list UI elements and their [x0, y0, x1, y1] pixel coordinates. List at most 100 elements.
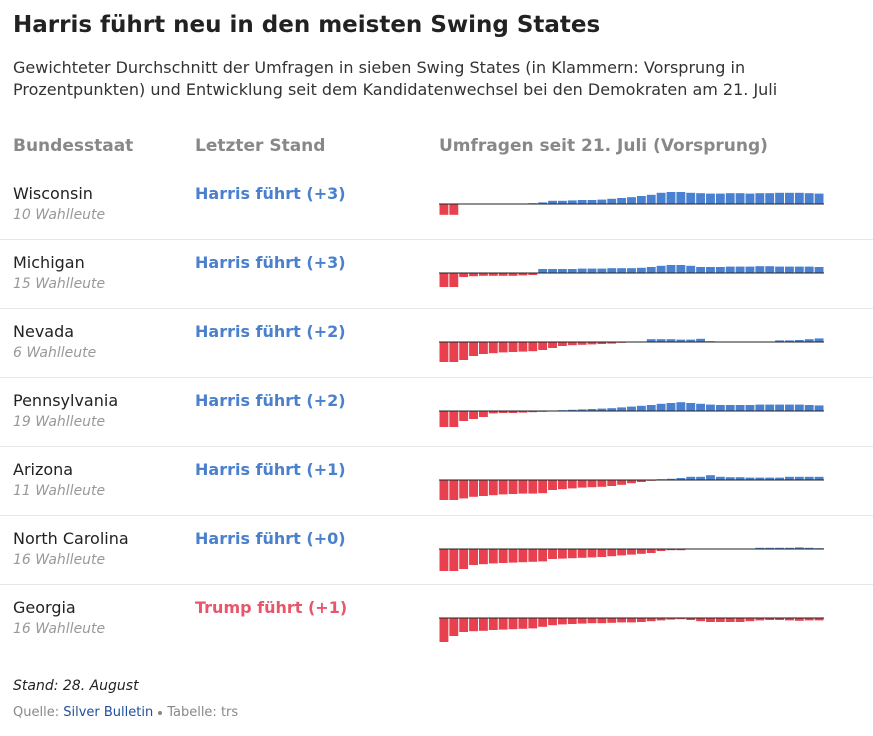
trend-bar: [627, 549, 636, 555]
trend-bar: [636, 405, 646, 411]
trend-bar: [439, 411, 449, 427]
source-link[interactable]: Silver Bulletin: [63, 705, 154, 720]
trend-bar: [508, 618, 518, 630]
table-row: Pennsylvania 19 Wahlleute Harris führt (+2…: [0, 377, 873, 447]
trend-bar: [785, 404, 794, 411]
trend-bar: [557, 549, 567, 559]
trend-bar: [577, 549, 587, 558]
trend-bar: [617, 618, 627, 623]
trend-bar: [449, 618, 459, 636]
trend-bar: [696, 193, 706, 204]
trend-bar: [696, 476, 706, 480]
trend-bar: [745, 405, 755, 411]
trend-bar: [508, 342, 518, 352]
trend-bar: [715, 193, 725, 204]
trend-bar: [607, 268, 617, 273]
trend-bar: [715, 618, 725, 622]
trend-bar: [557, 618, 567, 625]
trend-bar: [617, 407, 627, 411]
trend-bar: [528, 480, 538, 494]
trend-bar: [449, 411, 459, 427]
trend-bar: [686, 265, 696, 273]
trend-bar: [706, 404, 715, 411]
trend-bar: [607, 480, 617, 486]
electors: 6 Wahlleute: [13, 345, 97, 361]
trend-bar: [804, 266, 814, 273]
trend-bar: [557, 269, 567, 273]
trend-bar: [676, 402, 686, 411]
state-name: Pennsylvania: [13, 391, 119, 410]
title: Harris führt neu in den meisten Swing St…: [13, 12, 601, 38]
sparkline: [439, 265, 824, 287]
trend-bar: [627, 197, 636, 204]
trend-bar: [567, 269, 577, 273]
trend-bar: [518, 480, 528, 494]
trend-bar: [755, 404, 765, 411]
column-header: Umfragen seit 21. Juli (Vorsprung): [439, 136, 768, 156]
trend-bar: [785, 618, 794, 621]
trend-bar: [567, 618, 577, 624]
trend-bar: [587, 342, 597, 345]
trend-bar: [557, 480, 567, 490]
sparkline: [439, 617, 824, 642]
trend-bar: [567, 549, 577, 559]
trend-bar: [794, 192, 804, 204]
trend-bar: [587, 618, 597, 624]
trend-bar: [745, 193, 755, 204]
trend-bar: [567, 480, 577, 489]
trend-bar: [478, 342, 488, 354]
trend-bar: [804, 618, 814, 621]
trend-bar: [508, 549, 518, 563]
state-name: North Carolina: [13, 529, 129, 548]
trend-bar: [469, 480, 478, 497]
state-name: Georgia: [13, 598, 76, 617]
trend-bar: [577, 409, 587, 411]
trend-bar: [607, 618, 617, 623]
trend-bar: [597, 342, 607, 344]
trend-bar: [607, 408, 617, 411]
trend-bar: [587, 549, 597, 558]
trend-bar: [498, 273, 508, 276]
trend-bar: [528, 342, 538, 352]
trend-bar: [518, 411, 528, 413]
trend-bar: [646, 549, 656, 553]
trend-bar: [745, 618, 755, 622]
trend-bar: [459, 273, 469, 277]
trend-bar: [794, 340, 804, 342]
table-row: Nevada 6 Wahlleute Harris führt (+2): [0, 308, 873, 378]
trend-bar: [577, 200, 587, 204]
electors: 19 Wahlleute: [13, 414, 106, 430]
trend-bar: [755, 547, 765, 549]
trend-bar: [785, 547, 794, 549]
trend-bar: [765, 193, 775, 204]
trend-bar: [627, 480, 636, 484]
trend-bar: [775, 340, 785, 342]
trend-bar: [804, 405, 814, 411]
source: Quelle: Silver Bulletin Tabelle: trs: [13, 705, 238, 720]
trend-bar: [449, 342, 459, 362]
trend-bar: [577, 618, 587, 624]
trend-bar: [518, 549, 528, 563]
trend-bar: [548, 269, 557, 273]
trend-bar: [469, 342, 478, 356]
source-prefix: Quelle:: [13, 705, 60, 720]
trend-bar: [715, 476, 725, 480]
trend-bar: [548, 480, 557, 490]
trend-bar: [725, 266, 735, 273]
trend-bar: [488, 273, 498, 276]
stand: Stand: 28. August: [13, 678, 139, 694]
trend-bar: [706, 193, 715, 204]
trend-bar: [459, 549, 469, 569]
state-name: Michigan: [13, 253, 85, 272]
trend-bar: [439, 204, 449, 215]
trend-bar: [597, 618, 607, 624]
trend-bar: [478, 411, 488, 417]
trend-bar: [538, 342, 548, 350]
trend-bar: [725, 477, 735, 480]
trend-bar: [794, 547, 804, 549]
trend-bar: [498, 342, 508, 353]
trend-bar: [617, 198, 627, 204]
trend-bar: [548, 342, 557, 348]
electors: 10 Wahlleute: [13, 207, 106, 223]
electors: 16 Wahlleute: [13, 552, 106, 568]
